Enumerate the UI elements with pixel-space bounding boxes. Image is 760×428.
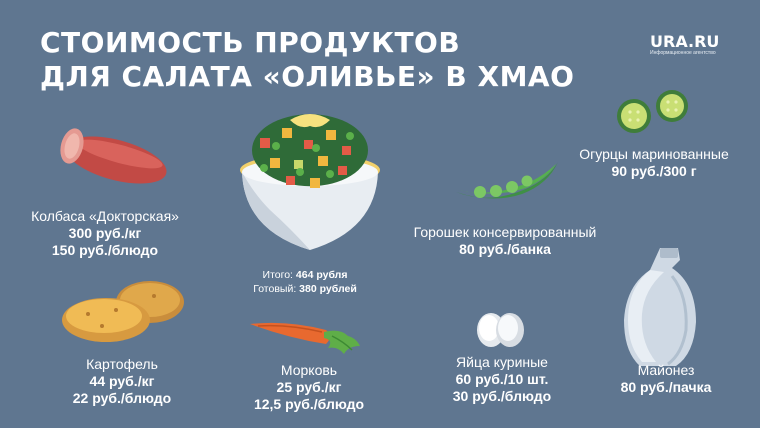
cucumbers-price: 90 руб./300 г xyxy=(611,163,697,179)
eggs-label: Яйца куриные 60 руб./10 шт. 30 руб./блюд… xyxy=(440,354,564,405)
carrot-icon xyxy=(250,322,360,354)
peas-label: Горошек консервированный 80 руб./банка xyxy=(410,224,600,258)
total-sum-row: Итого: 464 рубля xyxy=(250,268,360,282)
total-ready-label: Готовый: xyxy=(253,283,297,295)
total-ready-value: 380 рублей xyxy=(299,283,357,295)
total-ready-row: Готовый: 380 рублей xyxy=(250,282,360,296)
title-line-1: СТОИМОСТЬ ПРОДУКТОВ xyxy=(40,26,461,59)
carrot-label: Морковь 25 руб./кг 12,5 руб./блюдо xyxy=(244,362,374,413)
eggs-price-dish: 30 руб./блюдо xyxy=(452,388,552,404)
peas-name: Горошек консервированный xyxy=(413,224,597,240)
mayonnaise-pack-icon xyxy=(624,248,696,366)
peas-price: 80 руб./банка xyxy=(459,241,551,257)
mayonnaise-label: Майонез 80 руб./пачка xyxy=(606,362,726,396)
total-summary: Итого: 464 рубля Готовый: 380 рублей xyxy=(250,268,360,296)
cucumber-slices-icon xyxy=(617,90,688,133)
potato-price-dish: 22 руб./блюдо xyxy=(72,390,172,406)
salad-bowl-icon xyxy=(240,114,380,250)
cucumbers-name: Огурцы маринованные xyxy=(579,146,729,162)
sausage-name: Колбаса «Докторская» xyxy=(31,208,179,224)
peas-pod-icon xyxy=(456,162,558,199)
eggs-icon xyxy=(477,313,524,347)
mayonnaise-name: Майонез xyxy=(637,362,695,378)
total-sum-value: 464 рубля xyxy=(295,269,348,281)
potato-price-kg: 44 руб./кг xyxy=(89,373,155,389)
potato-name: Картофель xyxy=(86,356,158,372)
potato-icon xyxy=(62,281,184,342)
page-title: СТОИМОСТЬ ПРОДУКТОВ ДЛЯ САЛАТА «ОЛИВЬЕ» … xyxy=(40,26,574,94)
cucumbers-label: Огурцы маринованные 90 руб./300 г xyxy=(574,146,734,180)
logo-name: URA.RU xyxy=(650,32,720,51)
logo-tagline: Информационное агентство xyxy=(650,50,716,56)
ura-logo[interactable]: URA.RU Информационное агентство xyxy=(650,34,730,57)
eggs-name: Яйца куриные xyxy=(456,354,548,370)
title-line-2: ДЛЯ САЛАТА «ОЛИВЬЕ» В ХМАО xyxy=(40,60,575,93)
mayonnaise-price: 80 руб./пачка xyxy=(620,379,712,395)
sausage-label: Колбаса «Докторская» 300 руб./кг 150 руб… xyxy=(30,208,180,259)
potato-label: Картофель 44 руб./кг 22 руб./блюдо xyxy=(62,356,182,407)
sausage-price-dish: 150 руб./блюдо xyxy=(51,242,159,258)
carrot-price-kg: 25 руб./кг xyxy=(276,379,342,395)
eggs-price-pack: 60 руб./10 шт. xyxy=(455,371,549,387)
total-sum-label: Итого: xyxy=(262,269,293,281)
sausage-icon xyxy=(60,128,167,184)
sausage-price-kg: 300 руб./кг xyxy=(68,225,142,241)
carrot-name: Морковь xyxy=(280,362,338,378)
carrot-price-dish: 12,5 руб./блюдо xyxy=(253,396,365,412)
